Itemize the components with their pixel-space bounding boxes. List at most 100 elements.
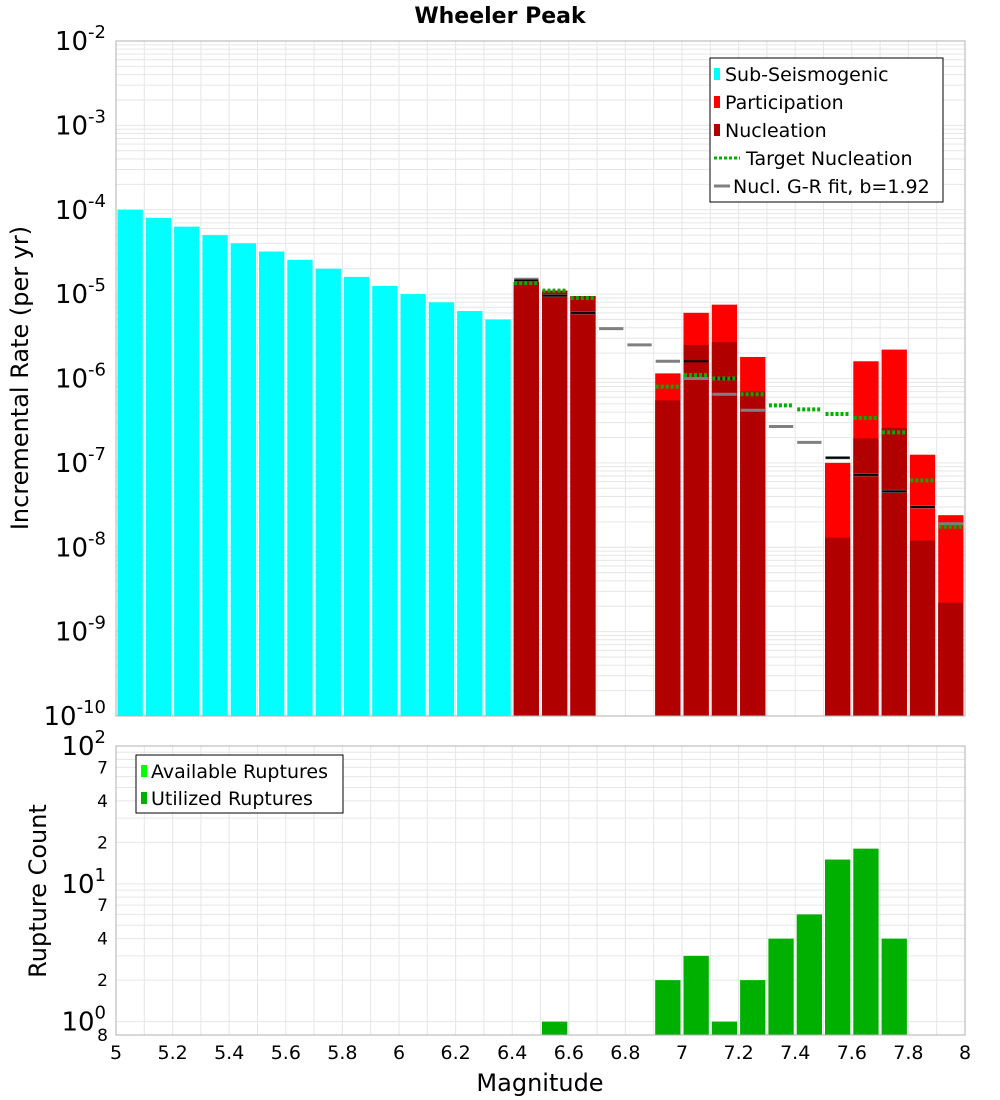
sub-seismogenic-bar (485, 319, 511, 716)
sub-seismogenic-bar (202, 235, 228, 716)
count-y-minor-label: 4 (97, 792, 108, 812)
rate-grid (115, 41, 966, 717)
utilized-ruptures-bar (711, 1021, 738, 1035)
x-tick-label: 7 (676, 1042, 688, 1064)
rate-y-tick-label: 10-10 (44, 697, 107, 732)
utilized-ruptures-bar (796, 914, 822, 1035)
utilized-ruptures-bar (881, 938, 907, 1035)
sub-seismogenic-bar (315, 268, 341, 716)
legend-swatch (714, 68, 720, 80)
rate-y-tick-label: 10-2 (55, 22, 106, 57)
legend-swatch (141, 792, 147, 804)
legend-label: Sub-Seismogenic (725, 64, 889, 86)
utilized-ruptures-bar (825, 859, 851, 1035)
count-y-major-label: 101 (61, 865, 106, 900)
utilized-ruptures-bar (655, 980, 681, 1035)
utilized-ruptures-bar (768, 938, 794, 1035)
rate-y-tick-label: 10-9 (55, 613, 106, 648)
rate-legend-box (709, 57, 944, 203)
x-tick-label: 6.2 (440, 1042, 470, 1064)
sub-seismogenic-bar (287, 259, 313, 716)
x-axis-title: Magnitude (476, 1069, 603, 1097)
x-tick-label: 8 (959, 1042, 971, 1064)
count-y-major-label: 102 (61, 727, 106, 762)
rate-y-tick-label: 10-6 (55, 360, 106, 395)
x-tick-label: 6.6 (554, 1042, 584, 1064)
x-tick-label: 7.4 (780, 1042, 810, 1064)
rate-panel: 10-2 10-3 10-4 10-5 10-6 10-7 10-8 10-9 10-10 In… (6, 22, 966, 732)
count-y-minor-label: 4 (97, 930, 108, 950)
nucleation-bar (683, 344, 709, 716)
legend-swatch (141, 765, 147, 777)
legend-label: Nucl. G-R fit, b=1.92 (733, 176, 930, 198)
count-y-minor-label: 7 (97, 758, 108, 778)
utilized-ruptures-bar (740, 980, 766, 1035)
count-legend: Available Ruptures Utilized Ruptures (135, 754, 344, 814)
sub-seismogenic-bar (343, 276, 370, 716)
count-y-minor-label: 8 (97, 1026, 108, 1046)
count-y-minor-label: 2 (97, 971, 108, 991)
rate-y-tick-label: 10-4 (55, 191, 106, 226)
count-y-minor-label: 7 (97, 896, 108, 916)
count-y-axis-title: Rupture Count (24, 804, 52, 978)
x-tick-label: 6 (393, 1042, 405, 1064)
count-plot-frame (115, 745, 966, 1036)
count-y-major-label: 100 (61, 1003, 106, 1038)
legend-label: Available Ruptures (151, 761, 328, 783)
x-tick-label: 6.8 (610, 1042, 640, 1064)
nucleation-bar (938, 602, 964, 716)
rate-y-tick-label: 10-7 (55, 444, 106, 479)
nucleation-bar (740, 391, 766, 716)
sub-seismogenic-bar (117, 209, 143, 716)
count-legend-box (135, 754, 344, 814)
utilized-ruptures-bar (853, 848, 879, 1035)
rate-y-tick-label: 10-5 (55, 275, 106, 310)
rate-y-tick-labels: 10-2 10-3 10-4 10-5 10-6 10-7 10-8 10-9 10-10 (44, 22, 107, 732)
x-tick-label: 7.8 (893, 1042, 923, 1064)
legend-label: Target Nucleation (745, 148, 913, 170)
sub-seismogenic-bar (428, 302, 455, 716)
nucleation-bar (909, 540, 936, 716)
utilized-ruptures-bar (683, 955, 709, 1035)
nucleation-bar (825, 537, 851, 716)
x-tick-label: 5.4 (214, 1042, 244, 1064)
count-y-minor-label: 2 (97, 833, 108, 853)
x-tick-labels: 5 5.2 5.4 5.6 5.8 6 6.2 6.4 6.6 6.8 7 7.2 7.4 7.6 7.8 8 (110, 1042, 971, 1064)
x-tick-label: 5.6 (271, 1042, 301, 1064)
sub-seismogenic-bar (259, 251, 285, 716)
x-tick-label: 7.2 (723, 1042, 753, 1064)
sub-seismogenic-bar (230, 243, 256, 717)
sub-seismogenic-bar (145, 217, 172, 716)
sub-seismogenic-bar (457, 311, 483, 716)
x-tick-label: 5 (110, 1042, 122, 1064)
x-tick-label: 7.6 (837, 1042, 867, 1064)
count-y-tick-labels: 102 101 100 7 4 2 7 4 2 8 (61, 727, 108, 1046)
nucleation-bar (711, 342, 738, 716)
rate-y-tick-label: 10-8 (55, 528, 106, 563)
sub-seismogenic-bar (372, 285, 398, 716)
count-bars (542, 848, 907, 1035)
nucleation-bar (655, 400, 681, 716)
nucleation-bar (570, 296, 596, 716)
nucleation-bar (853, 438, 879, 716)
rate-y-axis-title: Incremental Rate (per yr) (6, 226, 34, 530)
x-tick-label: 6.4 (497, 1042, 527, 1064)
legend-swatch (714, 96, 720, 108)
nucleation-bar (881, 427, 907, 716)
rate-y-tick-label: 10-3 (55, 106, 106, 141)
nucleation-bar (513, 281, 539, 716)
legend-label: Utilized Ruptures (151, 788, 313, 810)
count-panel: 102 101 100 7 4 2 7 4 2 8 5 5.2 5.4 5.6 5.8 6 6.2 6.4 6.6… (24, 727, 971, 1097)
chart-title: Wheeler Peak (414, 4, 587, 29)
legend-label: Participation (725, 92, 844, 114)
rate-markers (514, 277, 963, 529)
rate-legend: Sub-Seismogenic Participation Nucleation Ta… (709, 57, 944, 203)
sub-seismogenic-bar (174, 226, 200, 716)
x-tick-label: 5.2 (157, 1042, 187, 1064)
utilized-ruptures-bar (542, 1021, 568, 1035)
nucleation-bar (542, 290, 568, 716)
legend-label: Nucleation (725, 120, 827, 142)
legend-swatch (714, 124, 720, 136)
sub-seismogenic-bar (400, 294, 426, 716)
